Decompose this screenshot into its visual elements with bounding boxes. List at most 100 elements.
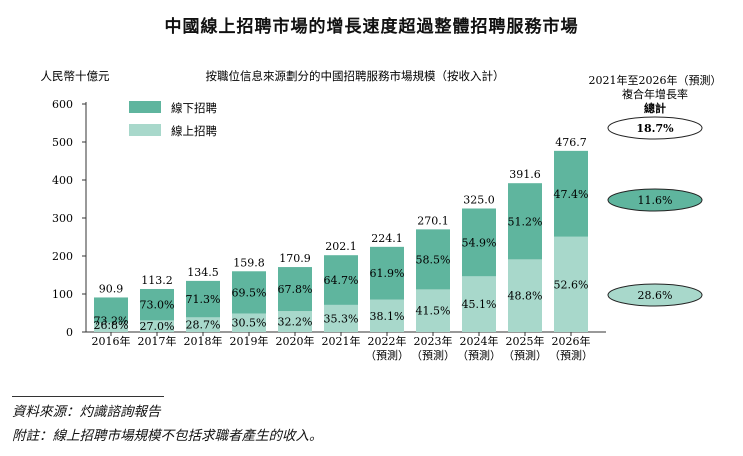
x-tick-label: 2020年 [276,334,315,348]
bars-group: 90.9 26.8%73.2% 113.2 27.0% 73.0% 134.5 28.7% 7… [94,136,589,333]
bar-offline-share-label: 67.8% [278,283,313,296]
cagr-total-ellipse [607,116,703,140]
bar-online-share-label: 52.6% [554,278,589,291]
bar-offline-share-label: 69.5% [232,286,267,299]
bar-total-label: 170.9 [279,252,311,265]
cagr-header-line1: 2021年至2026年（預測） [589,73,722,87]
bar-offline [186,280,220,318]
x-tick-label: （預測） [365,348,409,362]
legend-swatch-online [129,124,161,136]
bar-offline [370,246,404,300]
bar-online-share-label: 27.0% [140,320,175,333]
legend: 線下招聘 線上招聘 [129,101,217,138]
bar-online-share-label: 28.7% [186,319,221,332]
bar-online-share-label: 41.5% [416,305,451,318]
x-tick-label: 2024年 [460,334,499,348]
legend-label-online: 線上招聘 [171,124,217,138]
bar-total-label: 202.1 [325,240,357,253]
bar-total-label: 113.2 [141,274,173,287]
bar-online-share-label: 48.8% [508,290,543,303]
bar-offline-share-label: 58.5% [416,253,451,266]
bar-total-label: 325.0 [463,194,495,207]
bar-offline [232,271,266,314]
bar-online [232,313,266,332]
cagr-online-value: 28.6% [638,289,673,302]
bar-offline-share-label: 73.2% [94,315,129,328]
bar-online [94,322,128,332]
bar-online [186,317,220,332]
bar-online-share-label: 26.8% [94,319,129,332]
bar-total-label: 270.1 [417,214,449,227]
bar-total-label: 134.5 [187,266,219,279]
bar-offline-share-label: 61.9% [370,267,405,280]
chart-subtitle: 按職位信息來源劃分的中國招聘服務市場規模（按收入計） [206,69,505,83]
bar-offline-share-label: 51.2% [508,215,543,228]
bar-offline-share-label: 47.4% [554,188,589,201]
x-tick-label: 2021年 [322,334,361,348]
footer-divider [12,396,164,397]
bar-offline-share-label: 71.3% [186,293,221,306]
y-tick-label: 600 [52,98,73,111]
bar-offline [278,267,312,312]
x-tick-labels: 2016年 2017年 2018年 2019年 2020年 2021年 2022年（預測）2… [92,332,593,362]
x-tick-label: （預測） [503,348,547,362]
bar-offline [508,183,542,260]
bar-online [278,311,312,332]
chart-title: 中國線上招聘市場的增長速度超過整體招聘服務市場 [164,17,579,37]
cagr-online-ellipse [607,283,703,307]
bar-total-label: 391.6 [509,168,541,181]
bar-offline [554,150,588,237]
cagr-total-label: 總計 [644,101,666,115]
cagr-offline-value: 11.6% [638,194,673,207]
bar-online-share-label: 32.2% [278,316,313,329]
x-tick-label: 2023年 [414,334,453,348]
footer-source: 資料來源：灼識諮詢報告 [12,404,161,420]
y-tick-label: 200 [52,250,73,263]
legend-swatch-offline [129,101,161,113]
bar-total-label: 476.7 [555,136,587,149]
bar-online [462,276,496,332]
bar-offline [324,255,358,305]
cagr-header-line2: 複合年增長率 [622,87,688,101]
bar-offline [140,288,174,321]
bar-online [508,259,542,332]
y-tick-label: 400 [52,174,73,187]
bar-online [370,299,404,332]
x-tick-label: 2016年 [92,334,131,348]
bar-total-label: 159.8 [233,256,265,269]
bar-total-label: 90.9 [99,282,124,295]
bar-online-share-label: 35.3% [324,312,359,325]
x-tick-label: （預測） [457,348,501,362]
cagr-offline-ellipse [607,188,703,212]
cagr-panel: 2021年至2026年（預測） 複合年增長率 總計 18.7% 11.6% 28… [589,73,722,307]
x-tick-label: 2019年 [230,334,269,348]
bar-offline-share-label: 64.7% [324,274,359,287]
x-tick-label: 2018年 [184,334,223,348]
y-tick-label: 0 [66,326,73,339]
bar-offline-share-label: 54.9% [462,236,497,249]
bar-online [324,304,358,332]
bar-online-share-label: 45.1% [462,298,497,311]
legend-label-offline: 線下招聘 [171,101,217,115]
y-tick-label: 300 [52,212,73,225]
bar-total-label: 224.1 [371,232,403,245]
bar-online [416,289,450,332]
bar-offline-share-label: 73.0% [140,299,175,312]
x-tick-label: （預測） [411,348,455,362]
bar-online-share-label: 38.1% [370,310,405,323]
y-tick-label: 100 [52,288,73,301]
bar-online [140,320,174,332]
y-axis-label: 人民幣十億元 [41,69,110,83]
bar-offline [462,208,496,277]
cagr-total-value: 18.7% [636,122,674,135]
y-tick-label: 500 [52,136,73,149]
x-tick-label: 2017年 [138,334,177,348]
bar-online [554,236,588,332]
x-tick-label: （預測） [549,348,593,362]
x-tick-label: 2025年 [506,334,545,348]
footer-note: 附註：線上招聘市場規模不包括求職者產生的收入。 [12,428,323,444]
bar-offline [94,297,128,323]
bar-online-share-label: 30.5% [232,317,267,330]
bar-offline [416,229,450,290]
